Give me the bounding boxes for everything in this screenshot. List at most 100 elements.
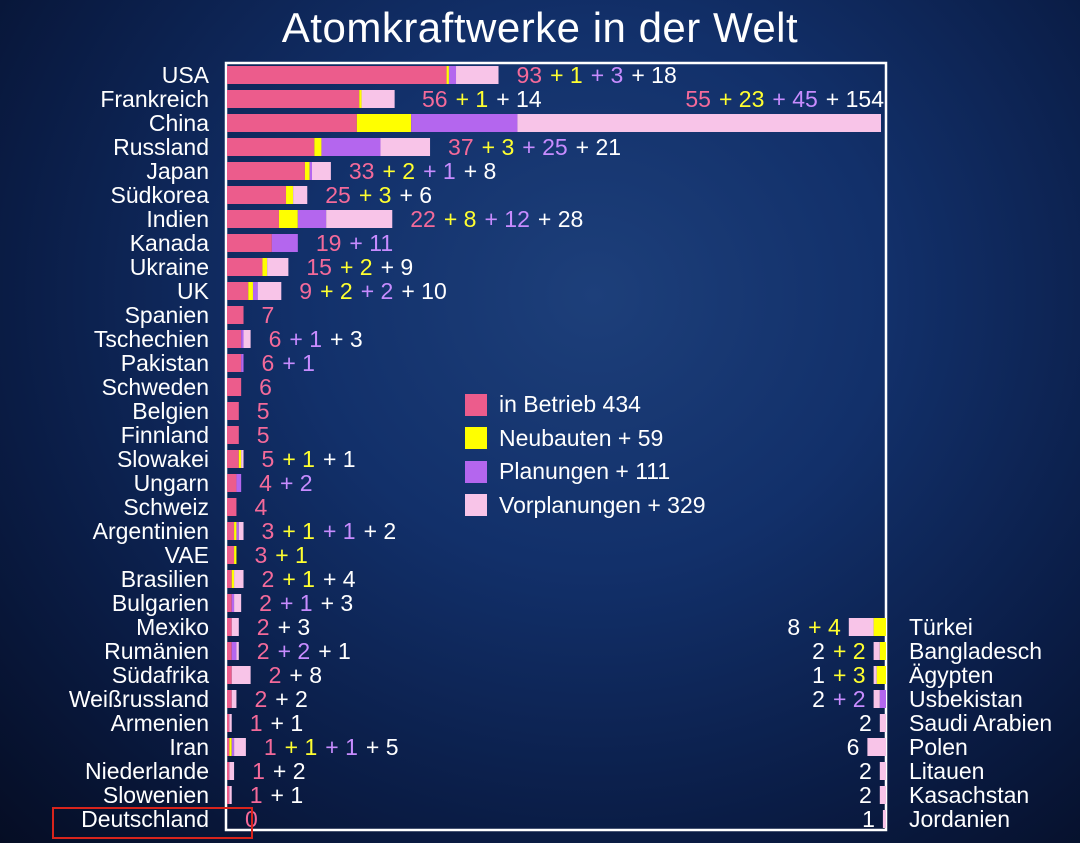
- country-label-spanien: Spanien: [125, 302, 209, 328]
- value-finnland-betrieb: 5: [257, 422, 270, 448]
- value-label-armenien: 1 + 1: [250, 710, 303, 736]
- value-label-polen: 6: [847, 734, 860, 760]
- country-label-iran: Iran: [169, 734, 209, 760]
- value-label-japan: 33 + 2 + 1 + 8: [349, 158, 496, 184]
- bar-südafrika-vorplanungen: [231, 666, 251, 684]
- value-tschechien-planungen: + 1: [289, 326, 322, 352]
- value-label-kasachstan: 2: [859, 782, 872, 808]
- value-japan-planungen: + 1: [423, 158, 456, 184]
- value-label-ukraine: 15 + 2 + 9: [306, 254, 413, 280]
- country-label-südafrika: Südafrika: [112, 662, 209, 688]
- bar-slowakei-betrieb: [227, 450, 239, 468]
- bar-japan-vorplanungen: [311, 162, 331, 180]
- bar-usbekistan-planungen: [879, 690, 886, 708]
- value-usbekistan-planungen: + 2: [833, 686, 866, 712]
- bar-kanada-betrieb: [227, 234, 272, 252]
- value-russland-neubauten: + 3: [482, 134, 515, 160]
- value-kasachstan-vorplanungen: 2: [859, 782, 872, 808]
- value-mexiko-betrieb: 2: [257, 614, 270, 640]
- value-südkorea-neubauten: + 3: [359, 182, 392, 208]
- value-label-südafrika: 2 + 8: [269, 662, 322, 688]
- bar-usa-planungen: [448, 66, 457, 84]
- bar-usa-betrieb: [227, 66, 447, 84]
- deutschland-highlight-box: [52, 807, 253, 839]
- value-label-brasilien: 2 + 1 + 4: [262, 566, 356, 592]
- value-ungarn-planungen: + 2: [280, 470, 313, 496]
- value-usa-neubauten: + 1: [550, 62, 583, 88]
- value-label-finnland: 5: [257, 422, 270, 448]
- bar-finnland-betrieb: [227, 426, 239, 444]
- bar-saudi-arabien-vorplanungen: [879, 714, 886, 732]
- country-label-saudi-arabien: Saudi Arabien: [909, 710, 1052, 736]
- value-label-argentinien: 3 + 1 + 1 + 2: [262, 518, 397, 544]
- bar-indien-betrieb: [227, 210, 279, 228]
- legend-item-neubauten: Neubauten + 59: [465, 422, 706, 456]
- value-indien-vorplanungen: + 28: [538, 206, 583, 232]
- legend-swatch-vorplanungen: [465, 494, 487, 517]
- value-iran-neubauten: + 1: [285, 734, 318, 760]
- value-label-spanien: 7: [262, 302, 275, 328]
- legend-label-neubauten: Neubauten + 59: [499, 424, 664, 451]
- bar-russland-planungen: [321, 138, 381, 156]
- value-label-bangladesch: 2 + 2: [812, 638, 865, 664]
- value-mexiko-vorplanungen: + 3: [278, 614, 311, 640]
- country-label-ungarn: Ungarn: [134, 470, 209, 496]
- bar-argentinien-neubauten: [234, 522, 237, 540]
- bar-russland-betrieb: [227, 138, 315, 156]
- bar-schweden-betrieb: [227, 378, 242, 396]
- country-label-slowenien: Slowenien: [103, 782, 209, 808]
- bar-slowenien-betrieb: [227, 786, 230, 804]
- bar-weißrussland-betrieb: [227, 690, 232, 708]
- value-label-belgien: 5: [257, 398, 270, 424]
- value-niederlande-vorplanungen: + 2: [273, 758, 306, 784]
- value-ukraine-neubauten: + 2: [340, 254, 373, 280]
- legend-swatch-betrieb: [465, 393, 487, 416]
- value-label-weißrussland: 2 + 2: [254, 686, 307, 712]
- bar-china-neubauten: [356, 114, 412, 132]
- bar-uk-vorplanungen: [257, 282, 282, 300]
- bar-türkei-neubauten: [873, 618, 886, 636]
- value-label-schweden: 6: [259, 374, 272, 400]
- bar-china-vorplanungen: [517, 114, 881, 132]
- value-japan-neubauten: + 2: [382, 158, 415, 184]
- country-label-uk: UK: [177, 278, 210, 304]
- bar-bangladesch-vorplanungen: [873, 642, 880, 660]
- bar-rumänien-betrieb: [227, 642, 232, 660]
- country-label-ägypten: Ägypten: [909, 662, 993, 688]
- country-label-jordanien: Jordanien: [909, 806, 1010, 832]
- value-label-russland: 37 + 3 + 25 + 21: [448, 134, 621, 160]
- bar-iran-betrieb: [227, 738, 230, 756]
- value-südkorea-vorplanungen: + 6: [399, 182, 432, 208]
- bar-ukraine-neubauten: [262, 258, 268, 276]
- bar-jordanien-vorplanungen: [882, 810, 886, 828]
- value-label-pakistan: 6 + 1: [262, 350, 315, 376]
- bar-armenien-vorplanungen: [229, 714, 232, 732]
- country-label-indien: Indien: [146, 206, 209, 232]
- value-jordanien-vorplanungen: 1: [862, 806, 875, 832]
- value-label-indien: 22 + 8 + 12 + 28: [410, 206, 583, 232]
- value-frankreich-neubauten: + 1: [456, 86, 489, 112]
- bar-türkei-vorplanungen: [848, 618, 874, 636]
- value-slowenien-vorplanungen: + 1: [271, 782, 304, 808]
- value-label-frankreich: 56 + 1 + 14: [422, 86, 542, 112]
- value-label-ungarn: 4 + 2: [259, 470, 312, 496]
- value-weißrussland-vorplanungen: + 2: [275, 686, 308, 712]
- value-brasilien-neubauten: + 1: [282, 566, 315, 592]
- bar-tschechien-planungen: [241, 330, 244, 348]
- country-label-schweiz: Schweiz: [123, 494, 209, 520]
- bar-ägypten-neubauten: [876, 666, 886, 684]
- value-label-rumänien: 2 + 2 + 1: [257, 638, 351, 664]
- bar-slowakei-neubauten: [238, 450, 242, 468]
- value-kanada-betrieb: 19: [316, 230, 342, 256]
- value-label-türkei: 8 + 4: [787, 614, 841, 640]
- value-litauen-vorplanungen: 2: [859, 758, 872, 784]
- value-südafrika-betrieb: 2: [269, 662, 282, 688]
- legend-label-planungen: Planungen + 111: [499, 458, 671, 485]
- country-label-usa: USA: [162, 62, 210, 88]
- value-bulgarien-vorplanungen: + 3: [321, 590, 354, 616]
- country-label-kanada: Kanada: [130, 230, 210, 256]
- value-slowakei-betrieb: 5: [262, 446, 275, 472]
- value-uk-planungen: + 2: [361, 278, 394, 304]
- value-label-usbekistan: 2 + 2: [812, 686, 865, 712]
